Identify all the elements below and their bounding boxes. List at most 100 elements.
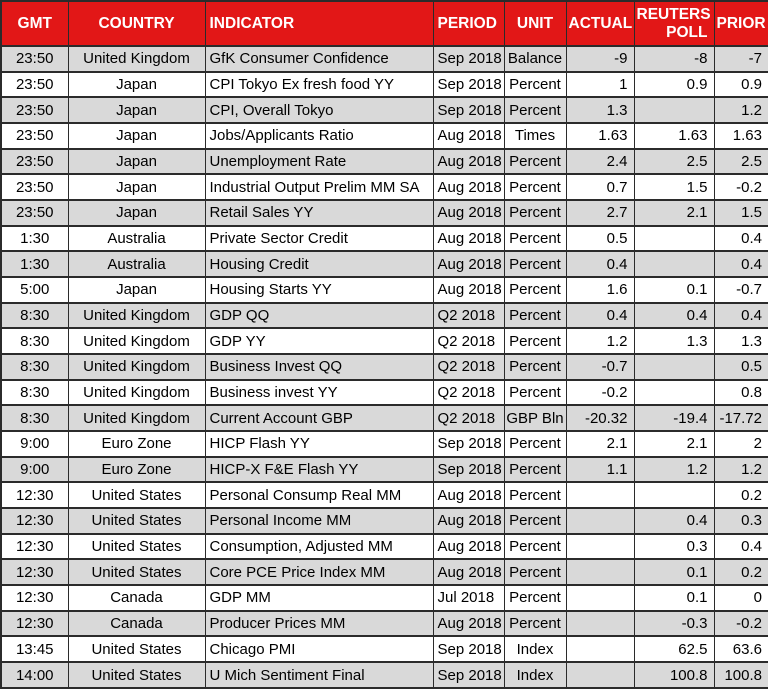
cell-prior: 1.63 — [713, 122, 768, 150]
cell-indicator: Housing Starts YY — [204, 276, 434, 304]
cell-period: Aug 2018 — [432, 147, 505, 176]
cell-period: Aug 2018 — [432, 122, 505, 150]
cell-unit: Percent — [503, 327, 567, 356]
table-row: 8:30 United Kingdom GDP QQ Q2 2018 Percent 0.… — [0, 301, 768, 330]
cell-actual: 1.6 — [565, 276, 635, 304]
header-row: GMT COUNTRY INDICATOR PERIOD UNIT ACTUAL… — [0, 0, 768, 47]
cell-gmt: 9:00 — [0, 430, 69, 458]
cell-poll: 2.5 — [633, 147, 715, 176]
cell-actual — [565, 558, 635, 587]
cell-indicator: Retail Sales YY — [204, 199, 434, 227]
cell-actual: 0.7 — [565, 173, 635, 202]
cell-unit: Balance — [503, 45, 567, 73]
table-row: 1:30 Australia Private Sector Credit Aug 20… — [0, 224, 768, 253]
cell-actual: 2.4 — [565, 147, 635, 176]
cell-indicator: Private Sector Credit — [204, 224, 434, 253]
cell-gmt: 23:50 — [0, 96, 69, 125]
cell-unit: GBP Bln — [503, 404, 567, 433]
cell-poll — [633, 96, 715, 125]
cell-indicator: CPI Tokyo Ex fresh food YY — [204, 70, 434, 99]
cell-unit: Percent — [503, 147, 567, 176]
cell-country: Japan — [67, 96, 206, 125]
cell-actual: 1.63 — [565, 122, 635, 150]
cell-actual: 0.4 — [565, 250, 635, 279]
cell-poll: 62.5 — [633, 635, 715, 664]
table-row: 8:30 United Kingdom Business Invest QQ Q2 2… — [0, 353, 768, 381]
cell-indicator: U Mich Sentiment Final — [204, 661, 434, 689]
cell-prior: 0.5 — [713, 353, 768, 381]
cell-prior: -7 — [713, 45, 768, 73]
cell-indicator: HICP Flash YY — [204, 430, 434, 458]
cell-period: Q2 2018 — [432, 378, 505, 407]
cell-indicator: Personal Income MM — [204, 507, 434, 535]
table-row: 1:30 Australia Housing Credit Aug 2018 Perce… — [0, 250, 768, 279]
cell-actual: 2.7 — [565, 199, 635, 227]
cell-country: Japan — [67, 122, 206, 150]
cell-gmt: 9:00 — [0, 455, 69, 484]
table-row: 5:00 Japan Housing Starts YY Aug 2018 Percen… — [0, 276, 768, 304]
cell-prior: 0.4 — [713, 301, 768, 330]
header-cell-actual: ACTUAL — [565, 0, 635, 47]
cell-gmt: 8:30 — [0, 404, 69, 433]
cell-actual — [565, 481, 635, 510]
cell-poll: -19.4 — [633, 404, 715, 433]
table-row: 23:50 United Kingdom GfK Consumer Confiden… — [0, 45, 768, 73]
table-row: 8:30 United Kingdom GDP YY Q2 2018 Percent 1.… — [0, 327, 768, 356]
cell-period: Aug 2018 — [432, 173, 505, 202]
table-row: 12:30 United States Consumption, Adjusted … — [0, 532, 768, 561]
table-row: 12:30 United States Personal Income MM Aug … — [0, 507, 768, 535]
cell-country: United Kingdom — [67, 378, 206, 407]
cell-actual: -20.32 — [565, 404, 635, 433]
cell-unit: Percent — [503, 224, 567, 253]
cell-gmt: 23:50 — [0, 122, 69, 150]
cell-prior: 0.2 — [713, 481, 768, 510]
cell-country: United States — [67, 481, 206, 510]
cell-country: United States — [67, 661, 206, 689]
header-cell-period: PERIOD — [432, 0, 505, 47]
table-row: 23:50 Japan CPI Tokyo Ex fresh food YY Sep … — [0, 70, 768, 99]
cell-unit: Index — [503, 661, 567, 689]
table-row: 12:30 United States Personal Consump Real … — [0, 481, 768, 510]
cell-actual: 2.1 — [565, 430, 635, 458]
cell-prior: -0.2 — [713, 609, 768, 638]
cell-poll: 2.1 — [633, 199, 715, 227]
cell-indicator: GDP YY — [204, 327, 434, 356]
table-row: 12:30 Canada Producer Prices MM Aug 2018 Per… — [0, 609, 768, 638]
cell-prior: 1.2 — [713, 96, 768, 125]
cell-indicator: Jobs/Applicants Ratio — [204, 122, 434, 150]
cell-gmt: 5:00 — [0, 276, 69, 304]
cell-prior: 100.8 — [713, 661, 768, 689]
table-row: 14:00 United States U Mich Sentiment Final… — [0, 661, 768, 689]
cell-poll: 0.9 — [633, 70, 715, 99]
cell-actual: 0.4 — [565, 301, 635, 330]
cell-actual: 1.3 — [565, 96, 635, 125]
cell-prior: 1.5 — [713, 199, 768, 227]
table-row: 23:50 Japan Retail Sales YY Aug 2018 Percent… — [0, 199, 768, 227]
cell-poll: 1.2 — [633, 455, 715, 484]
cell-unit: Percent — [503, 378, 567, 407]
cell-country: Australia — [67, 250, 206, 279]
cell-actual — [565, 584, 635, 612]
cell-poll: 2.1 — [633, 430, 715, 458]
header-cell-unit: UNIT — [503, 0, 567, 47]
cell-period: Q2 2018 — [432, 353, 505, 381]
cell-indicator: Business invest YY — [204, 378, 434, 407]
cell-gmt: 23:50 — [0, 173, 69, 202]
cell-indicator: Current Account GBP — [204, 404, 434, 433]
cell-gmt: 12:30 — [0, 609, 69, 638]
cell-period: Sep 2018 — [432, 70, 505, 99]
cell-indicator: Core PCE Price Index MM — [204, 558, 434, 587]
header-cell-reuters-poll: REUTERS POLL — [633, 0, 715, 47]
cell-gmt: 12:30 — [0, 584, 69, 612]
cell-prior: 0.3 — [713, 507, 768, 535]
cell-actual — [565, 635, 635, 664]
cell-prior: 0.4 — [713, 224, 768, 253]
table-row: 9:00 Euro Zone HICP-X F&E Flash YY Sep 2018… — [0, 455, 768, 484]
cell-indicator: Industrial Output Prelim MM SA — [204, 173, 434, 202]
cell-unit: Percent — [503, 96, 567, 125]
cell-indicator: Unemployment Rate — [204, 147, 434, 176]
cell-country: Euro Zone — [67, 430, 206, 458]
cell-unit: Times — [503, 122, 567, 150]
cell-poll: -0.3 — [633, 609, 715, 638]
